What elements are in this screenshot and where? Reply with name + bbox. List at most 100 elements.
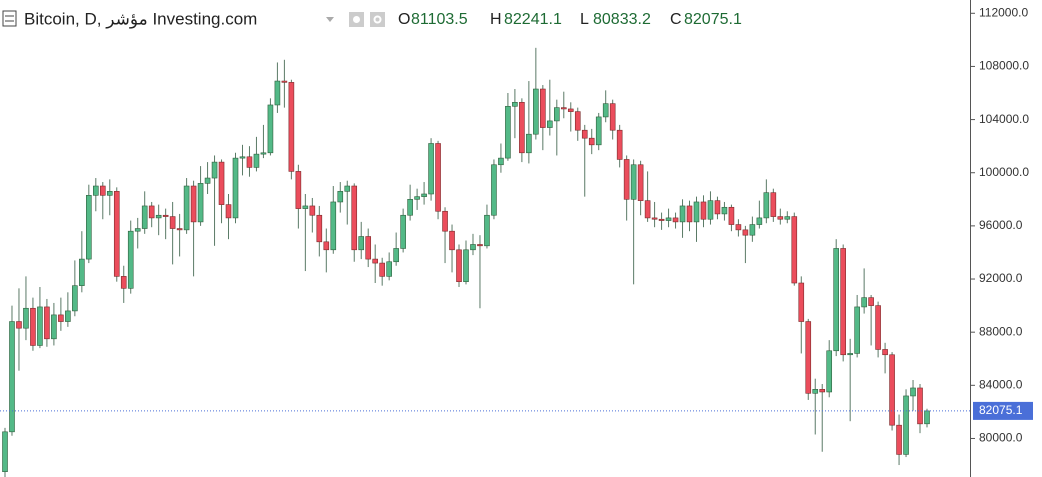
candle-body	[595, 116, 602, 146]
ohlc-label: L	[580, 11, 589, 28]
candle-body	[295, 171, 302, 209]
candle-body	[707, 200, 714, 220]
candle-body	[204, 177, 211, 184]
candle-body	[344, 185, 351, 192]
candle-body	[93, 185, 99, 196]
candle-body	[644, 200, 651, 219]
candle-body	[211, 161, 218, 179]
candle-body	[861, 297, 867, 308]
candle-body	[30, 307, 36, 346]
ohlc-label: O	[398, 11, 410, 28]
y-tick-label: 92000.0	[979, 271, 1023, 285]
candle-body	[560, 107, 567, 110]
candle-body	[805, 321, 812, 394]
candle-body	[86, 195, 92, 260]
candle-body	[316, 214, 323, 243]
candle-body	[169, 216, 176, 229]
y-tick-label: 88000.0	[979, 324, 1023, 338]
candle-body	[896, 424, 902, 455]
candle-body	[756, 217, 763, 225]
candle-body	[665, 217, 672, 221]
candle-body	[868, 297, 874, 306]
candle-body	[574, 111, 581, 131]
candle-body	[833, 248, 839, 352]
last-price-box	[973, 401, 1033, 420]
candle-body	[449, 230, 455, 251]
ohlc-value: 82241.1	[504, 11, 562, 28]
candle-body	[351, 185, 358, 251]
candle-body	[917, 387, 923, 425]
candle-body	[2, 431, 8, 472]
candle-body	[141, 205, 148, 229]
ohlc-value: 80833.2	[593, 11, 651, 28]
candle-body	[602, 103, 609, 118]
candle-body	[358, 236, 365, 251]
candle-body	[616, 129, 623, 160]
candle-body	[540, 88, 546, 128]
ohlc-value: 82075.1	[684, 11, 742, 28]
candle-body	[442, 210, 448, 232]
candle-body	[714, 200, 721, 215]
candle-body	[693, 201, 700, 223]
candle-body	[407, 199, 413, 216]
candle-body	[770, 192, 777, 217]
candle-body	[735, 224, 742, 231]
y-tick-label: 100000.0	[979, 165, 1029, 179]
candle-body	[23, 307, 29, 329]
candle-body	[435, 143, 441, 212]
candle-body	[246, 156, 253, 168]
candle-body	[533, 88, 539, 135]
ohlc-value: 81103.5	[411, 11, 468, 28]
candle-body	[379, 262, 385, 277]
candle-body	[393, 248, 399, 263]
candle-body	[155, 214, 162, 219]
candle-body	[749, 224, 756, 236]
candle-body	[337, 191, 344, 203]
candle-body	[581, 129, 588, 139]
candle-body	[484, 214, 490, 247]
candle-body	[120, 276, 127, 289]
last-price-label: 82075.1	[979, 403, 1023, 417]
candle-body	[477, 244, 483, 247]
candle-body	[421, 193, 427, 197]
candle-body	[309, 205, 316, 216]
candle-body	[197, 183, 204, 223]
settings-icon[interactable]	[370, 12, 385, 27]
candle-body	[554, 107, 560, 122]
candle-body	[288, 82, 295, 172]
candle-body	[79, 258, 85, 286]
ohlc-label: H	[490, 11, 502, 28]
candle-body	[218, 161, 225, 205]
y-tick-label: 104000.0	[979, 112, 1029, 126]
candle-body	[777, 216, 784, 220]
candle-body	[630, 164, 637, 200]
candle-body	[840, 248, 846, 356]
candle-body	[37, 306, 43, 346]
candle-body	[58, 314, 64, 322]
candle-body	[372, 258, 378, 264]
candle-body	[742, 229, 749, 236]
dropdown-arrow[interactable]	[326, 17, 334, 22]
candle-body	[658, 218, 665, 221]
candle-body	[16, 321, 22, 329]
candle-body	[826, 350, 833, 393]
candle-body	[330, 201, 337, 251]
candle-body	[253, 153, 260, 168]
candle-body	[672, 217, 679, 223]
y-tick-label: 84000.0	[979, 377, 1023, 391]
y-tick-label: 112000.0	[979, 5, 1028, 19]
candle-body	[784, 216, 791, 220]
candle-body	[463, 249, 469, 282]
candle-body	[505, 105, 511, 159]
candle-body	[526, 133, 532, 154]
candle-body	[51, 314, 57, 340]
candle-body	[903, 395, 909, 455]
candle-body	[882, 349, 888, 356]
menu-icon[interactable]	[2, 10, 17, 27]
candle-body	[274, 80, 281, 106]
chart-title: Bitcoin, D, مؤشر Investing.com	[24, 9, 257, 29]
candle-body	[267, 104, 274, 154]
candle-body	[44, 306, 50, 340]
y-tick-label: 80000.0	[979, 431, 1023, 445]
candle-body	[281, 80, 288, 83]
